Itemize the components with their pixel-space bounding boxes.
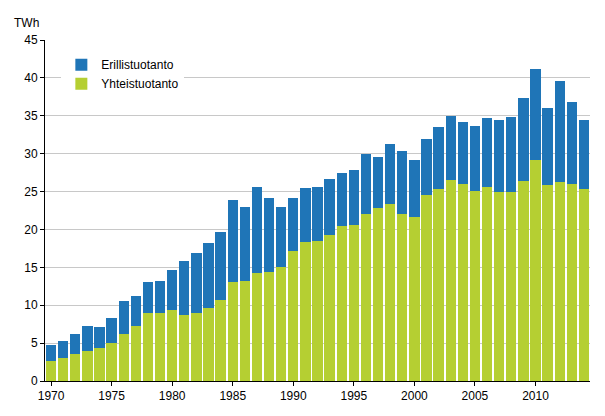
svg-text:1990: 1990 <box>280 389 307 403</box>
svg-text:15: 15 <box>24 261 38 275</box>
svg-text:1995: 1995 <box>340 389 367 403</box>
svg-text:1975: 1975 <box>98 389 125 403</box>
svg-text:Yhteistuotanto: Yhteistuotanto <box>101 77 178 91</box>
svg-text:10: 10 <box>24 298 38 312</box>
svg-text:40: 40 <box>24 71 38 85</box>
svg-text:TWh: TWh <box>14 16 39 30</box>
svg-text:1970: 1970 <box>38 389 65 403</box>
svg-text:35: 35 <box>24 109 38 123</box>
svg-text:2005: 2005 <box>462 389 489 403</box>
svg-text:20: 20 <box>24 223 38 237</box>
svg-text:2010: 2010 <box>522 389 549 403</box>
svg-text:1980: 1980 <box>159 389 186 403</box>
svg-text:45: 45 <box>24 33 38 47</box>
svg-text:5: 5 <box>31 336 38 350</box>
svg-text:1985: 1985 <box>219 389 246 403</box>
svg-text:30: 30 <box>24 147 38 161</box>
svg-text:0: 0 <box>31 374 38 388</box>
svg-text:Erillistuotanto: Erillistuotanto <box>101 58 173 72</box>
svg-text:25: 25 <box>24 185 38 199</box>
svg-text:2000: 2000 <box>401 389 428 403</box>
